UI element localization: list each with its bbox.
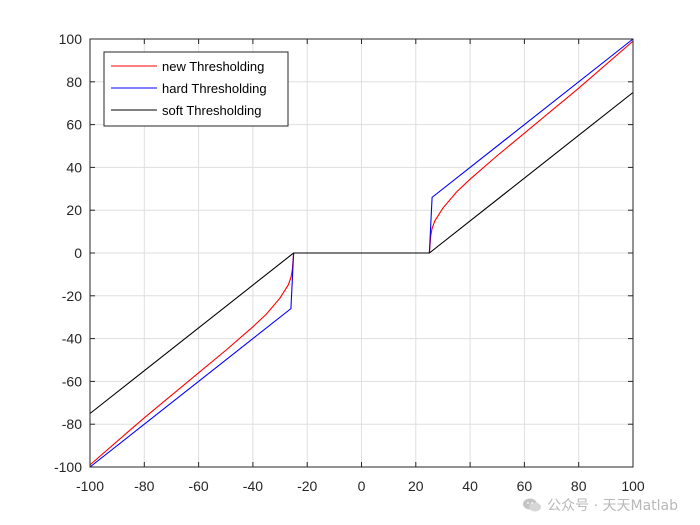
x-tick-label: -100 (76, 478, 104, 494)
watermark: 公众号 · 天天Matlab (522, 495, 678, 515)
x-tick-label: 60 (517, 478, 533, 494)
x-tick-label: 80 (571, 478, 587, 494)
y-tick-label: 100 (59, 31, 83, 47)
x-tick-label: -20 (297, 478, 317, 494)
legend-label: soft Thresholding (162, 103, 262, 118)
y-tick-label: 20 (66, 202, 82, 218)
legend-label: new Thresholding (162, 59, 264, 74)
y-tick-label: -100 (54, 459, 82, 475)
x-tick-label: -60 (188, 478, 208, 494)
x-tick-label: 40 (462, 478, 478, 494)
wechat-icon (523, 498, 542, 512)
y-tick-label: -40 (62, 331, 82, 347)
y-tick-label: -80 (62, 416, 82, 432)
x-tick-label: 0 (358, 478, 366, 494)
series-line-2 (89, 92, 634, 414)
y-tick-label: 80 (66, 74, 82, 90)
data-series (89, 38, 634, 468)
x-tick-label: 100 (621, 478, 645, 494)
watermark-text: 公众号 · 天天Matlab (547, 498, 678, 514)
y-tick-label: 0 (74, 245, 82, 261)
y-tick-label: 40 (66, 159, 82, 175)
x-tick-label: -80 (134, 478, 154, 494)
y-tick-label: 60 (66, 117, 82, 133)
legend: new Thresholding hard Thresholding soft Th… (103, 51, 289, 127)
axis-ticks: -100 -80 -60 -40 -20 0 20 40 60 80 100 -100 -80 -60 -4… (54, 31, 645, 494)
y-tick-label: -20 (62, 288, 82, 304)
y-tick-label: -60 (62, 373, 82, 389)
legend-box (103, 51, 289, 127)
legend-label: hard Thresholding (162, 81, 267, 96)
x-tick-label: 20 (408, 478, 424, 494)
x-tick-label: -40 (243, 478, 263, 494)
